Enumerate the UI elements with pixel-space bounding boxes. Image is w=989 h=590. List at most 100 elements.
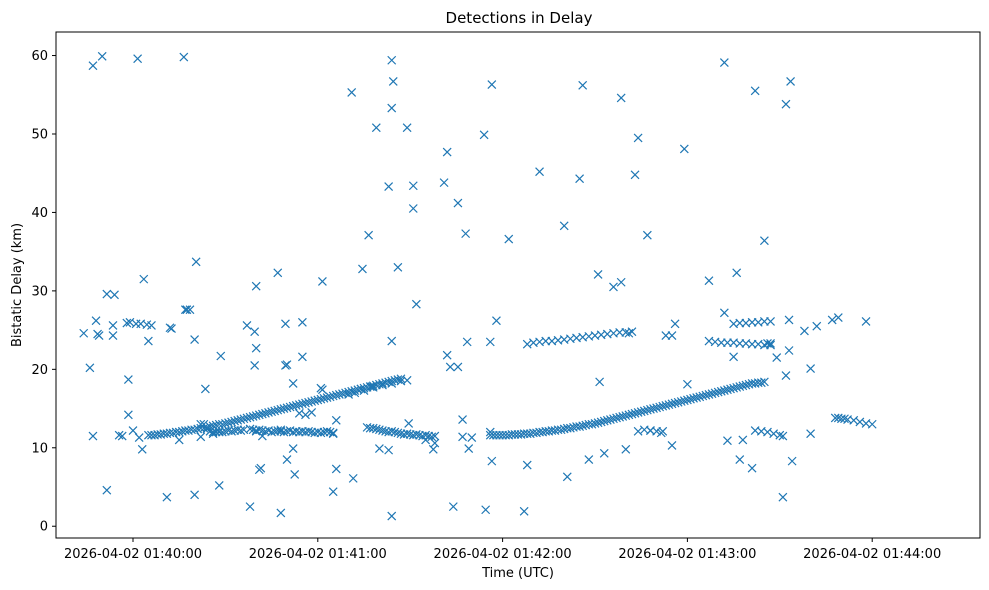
data-point [781, 99, 791, 109]
data-point [288, 379, 298, 388]
plot-frame [55, 31, 981, 539]
data-point [535, 167, 544, 177]
y-tick-label: 20 [31, 363, 48, 378]
data-point [133, 54, 143, 64]
data-point [778, 431, 788, 441]
data-point [402, 123, 412, 133]
data-point [281, 319, 290, 329]
data-point [88, 61, 98, 71]
y-axis: 0 10 20 30 40 50 60 [31, 49, 56, 535]
data-point [458, 432, 467, 442]
data-point [766, 317, 775, 326]
data-point [358, 264, 367, 274]
data-point [479, 130, 489, 140]
data-point [729, 352, 739, 362]
data-point [128, 426, 138, 435]
data-point [756, 378, 766, 388]
data-point [750, 86, 760, 96]
data-point [633, 133, 643, 143]
data-point [800, 326, 809, 336]
data-point [167, 324, 176, 333]
data-point [747, 463, 757, 473]
data-point [91, 316, 101, 326]
data-point [143, 336, 153, 346]
data-point [388, 76, 398, 86]
data-point [667, 331, 677, 341]
data-point [387, 379, 397, 388]
data-point [719, 58, 729, 68]
data-point [317, 385, 327, 395]
data-point [411, 299, 421, 309]
data-point [297, 352, 307, 362]
data-point [559, 221, 569, 231]
data-point [250, 327, 260, 337]
data-point [190, 335, 200, 344]
data-point [784, 315, 794, 325]
data-point [575, 174, 585, 184]
y-axis-label: Bistatic Delay (km) [10, 223, 25, 347]
data-point [732, 268, 742, 278]
data-point [458, 415, 467, 424]
data-point [348, 473, 358, 483]
data-point [245, 502, 255, 512]
data-point [445, 362, 455, 372]
data-point [110, 290, 119, 300]
data-point [658, 426, 668, 436]
data-point [117, 431, 127, 441]
data-point [453, 362, 463, 372]
data-point [439, 178, 449, 188]
data-point [350, 388, 360, 398]
data-point [122, 318, 132, 328]
data-point [174, 435, 184, 445]
data-point [108, 320, 118, 330]
data-point [123, 375, 133, 384]
y-tick-label: 50 [31, 127, 48, 142]
data-point [94, 331, 104, 341]
data-point [759, 377, 769, 387]
data-point [682, 379, 692, 389]
data-point [562, 472, 572, 482]
data-point [487, 456, 497, 466]
data-point [282, 455, 292, 464]
data-point [368, 382, 378, 392]
data-point [364, 230, 374, 240]
data-point [371, 123, 381, 133]
data-point [867, 419, 877, 429]
data-point [704, 276, 714, 286]
x-tick-label: 2026-04-02 01:44:00 [803, 547, 941, 562]
data-point [137, 444, 147, 454]
data-point [840, 414, 849, 424]
data-point [861, 317, 871, 326]
data-point [251, 426, 261, 436]
data-point [88, 431, 98, 441]
data-point [430, 431, 440, 441]
data-point [236, 426, 246, 435]
data-point [461, 229, 471, 239]
data-point [609, 282, 618, 292]
data-point [775, 430, 785, 440]
data-point [442, 350, 452, 360]
data-point [191, 257, 201, 267]
data-point [242, 320, 252, 330]
data-point [781, 371, 791, 381]
data-point [404, 419, 414, 428]
data-point [408, 204, 418, 213]
data-point [812, 321, 822, 331]
data-point [453, 198, 463, 208]
data-point [667, 441, 677, 450]
data-point [670, 319, 680, 329]
data-point [467, 433, 477, 443]
data-point [251, 343, 261, 353]
data-point [766, 340, 775, 350]
x-tick-label: 2026-04-02 01:43:00 [618, 547, 756, 562]
data-point [257, 431, 267, 441]
data-point [759, 236, 769, 246]
data-point [190, 490, 200, 500]
data-point [276, 508, 286, 518]
data-point [185, 305, 195, 315]
data-point [214, 427, 224, 437]
data-point [464, 444, 474, 453]
data-point [328, 487, 338, 497]
data-point [102, 289, 112, 299]
